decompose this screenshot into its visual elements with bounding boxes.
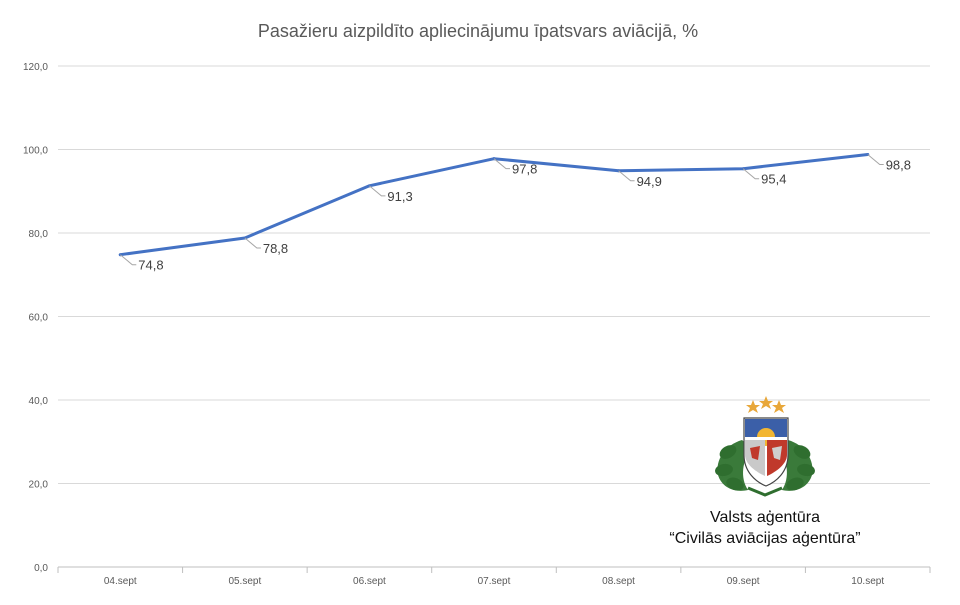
- data-labels: 74,8 78,8 91,3 97,8 94,9 95,4 98,8: [119, 154, 911, 273]
- data-label-leader: [119, 254, 137, 266]
- agency-logo: Valsts aģentūra “Civilās aviācijas aģent…: [669, 396, 861, 547]
- data-label: 91,3: [387, 189, 412, 204]
- y-tick-label: 120,0: [23, 62, 48, 73]
- data-label-leader: [369, 185, 386, 197]
- series-line-group: [118, 153, 870, 257]
- data-label: 74,8: [138, 258, 163, 273]
- x-tick-label: 06.sept: [353, 576, 386, 587]
- data-label-leader: [742, 168, 760, 180]
- y-tick-label: 80,0: [29, 229, 49, 240]
- agency-name-line2: “Civilās aviācijas aģentūra”: [669, 529, 860, 547]
- data-label: 98,8: [886, 158, 911, 173]
- data-label-leader: [244, 237, 261, 249]
- x-axis: [57, 566, 931, 573]
- x-tick-label: 08.sept: [602, 576, 635, 587]
- data-label: 78,8: [263, 241, 288, 256]
- coat-of-arms-icon: [715, 396, 815, 497]
- chart-title: Pasažieru aizpildīto apliecinājumu īpats…: [258, 21, 698, 41]
- data-label-leader: [867, 154, 884, 166]
- x-axis-ticks: 04.sept 05.sept 06.sept 07.sept 08.sept 09.se…: [104, 576, 884, 587]
- y-tick-label: 100,0: [23, 146, 48, 157]
- data-label: 95,4: [761, 172, 786, 187]
- y-axis-ticks: 0,0 20,0 40,0 60,0 80,0 100,0 120,0: [23, 62, 48, 574]
- x-tick-label: 09.sept: [727, 576, 760, 587]
- data-label: 94,9: [637, 174, 662, 189]
- data-label: 97,8: [512, 162, 537, 177]
- x-tick-label: 07.sept: [478, 576, 511, 587]
- series-line: [118, 153, 870, 257]
- y-tick-label: 20,0: [29, 480, 49, 491]
- x-tick-label: 05.sept: [228, 576, 261, 587]
- data-label-leader: [493, 158, 510, 170]
- gridlines: [58, 65, 930, 484]
- x-tick-label: 04.sept: [104, 576, 137, 587]
- y-tick-label: 40,0: [29, 396, 49, 407]
- data-label-leader: [618, 170, 635, 182]
- y-tick-label: 0,0: [34, 563, 48, 574]
- y-tick-label: 60,0: [29, 313, 49, 324]
- agency-name-line1: Valsts aģentūra: [710, 508, 820, 526]
- x-tick-label: 10.sept: [851, 576, 884, 587]
